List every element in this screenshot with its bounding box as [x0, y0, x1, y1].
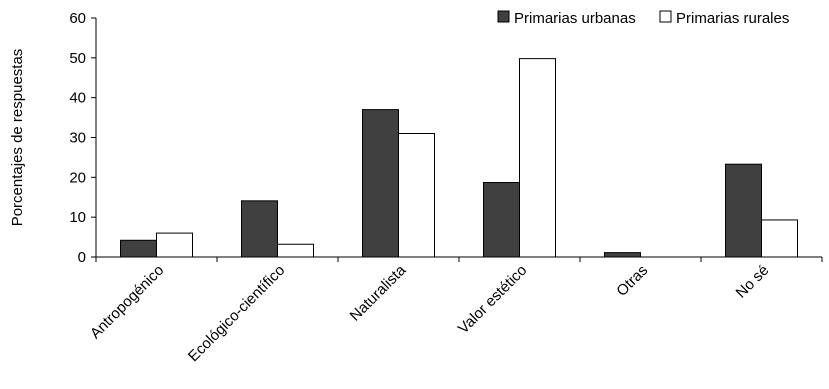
- legend-swatch-rurales: [660, 11, 671, 22]
- category-label-0: Antropogénico: [87, 262, 167, 342]
- bar-rurales-5: [762, 220, 798, 257]
- y-axis-title: Porcentajes de respuestas: [9, 49, 26, 227]
- y-axis-title-group: Porcentajes de respuestas: [9, 49, 26, 227]
- bar-urbanas-2: [363, 110, 399, 257]
- category-label-3: Valor estético: [455, 262, 530, 337]
- y-tick-label-5: 50: [69, 50, 86, 67]
- bars-layer: [121, 59, 798, 257]
- bar-urbanas-1: [242, 201, 278, 257]
- category-labels-layer: Antropogénico Ecológico-científico Natural…: [87, 261, 772, 365]
- category-label-1: Ecológico-científico: [185, 262, 288, 365]
- legend-label-rurales: Primarias rurales: [676, 10, 789, 27]
- category-label-4: Otras: [613, 262, 651, 300]
- legend-swatch-urbanas: [498, 11, 509, 22]
- y-tick-label-2: 20: [69, 169, 86, 186]
- y-tick-label-3: 30: [69, 130, 86, 147]
- axes-layer: [96, 18, 822, 257]
- bar-rurales-3: [520, 59, 556, 257]
- y-tick-label-4: 40: [69, 90, 86, 107]
- ticks-layer: 0 10 20 30 40 50 60: [69, 10, 822, 266]
- bar-urbanas-3: [484, 183, 520, 257]
- category-label-2: Naturalista: [347, 261, 410, 324]
- legend: Primarias urbanas Primarias rurales: [498, 10, 789, 27]
- y-tick-label-6: 60: [69, 10, 86, 27]
- y-tick-label-1: 10: [69, 209, 86, 226]
- y-tick-label-0: 0: [78, 249, 86, 266]
- bar-urbanas-5: [726, 164, 762, 257]
- bar-urbanas-0: [121, 240, 157, 257]
- bar-urbanas-4: [605, 253, 641, 257]
- legend-label-urbanas: Primarias urbanas: [514, 10, 636, 27]
- bar-rurales-0: [157, 233, 193, 257]
- bar-rurales-2: [399, 134, 435, 257]
- bar-rurales-1: [278, 244, 314, 257]
- category-label-5: No sé: [733, 262, 773, 302]
